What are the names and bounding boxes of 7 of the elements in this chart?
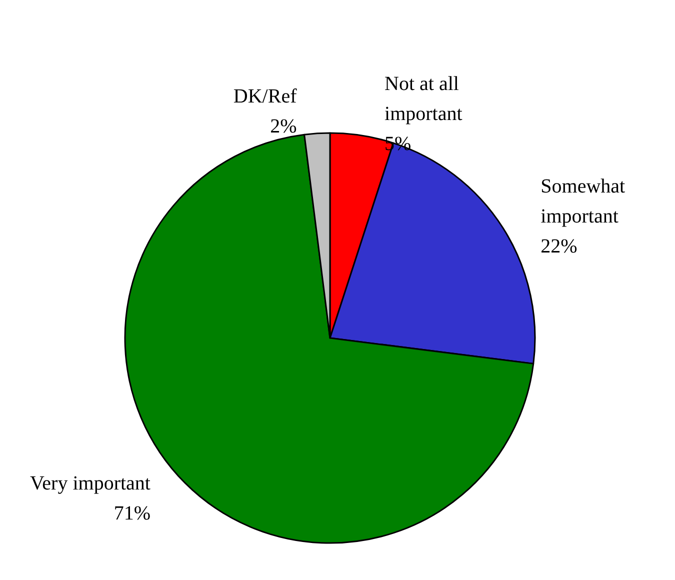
data-label: 2%: [270, 115, 297, 138]
slice-label: Very important: [30, 472, 151, 495]
slice-label: Not at all important: [384, 72, 464, 125]
slice-label: Somewhat important: [540, 175, 630, 228]
slice-label: DK/Ref: [233, 85, 298, 108]
data-label: 22%: [540, 235, 578, 258]
data-label: 71%: [114, 502, 150, 525]
